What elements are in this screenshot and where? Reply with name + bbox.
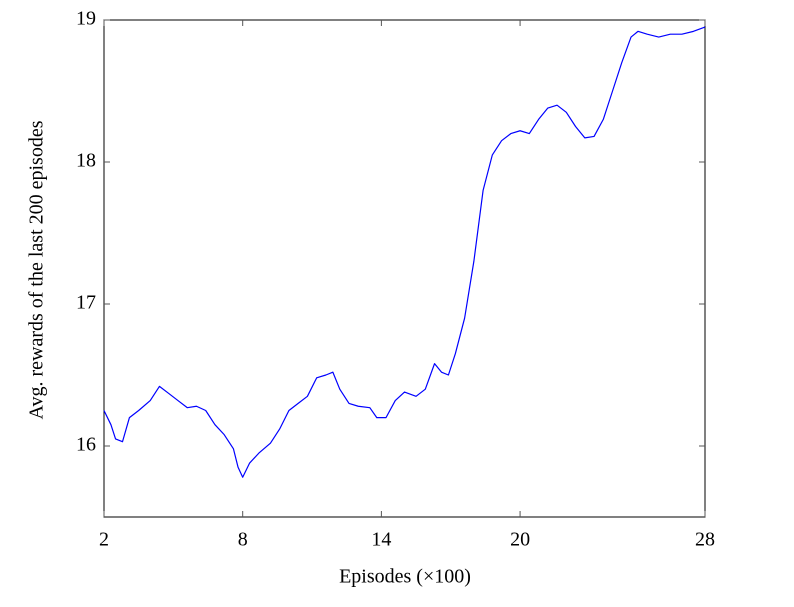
data-line (103, 26, 706, 478)
x-tick-label: 2 (99, 529, 109, 551)
y-tick-label: 18 (76, 150, 96, 172)
x-axis-label: Episodes (×100) (339, 566, 471, 588)
plot-frame (103, 19, 706, 518)
x-tick-label: 20 (510, 529, 530, 551)
y-tick-label: 19 (76, 8, 96, 30)
y-tick-label: 17 (76, 292, 96, 314)
x-tick-label: 14 (371, 529, 391, 551)
y-tick-label: 16 (76, 434, 96, 456)
x-tick-label: 28 (695, 529, 715, 551)
x-tick-label: 8 (238, 529, 248, 551)
y-axis-label: Avg. rewards of the last 200 episodes (26, 120, 48, 419)
